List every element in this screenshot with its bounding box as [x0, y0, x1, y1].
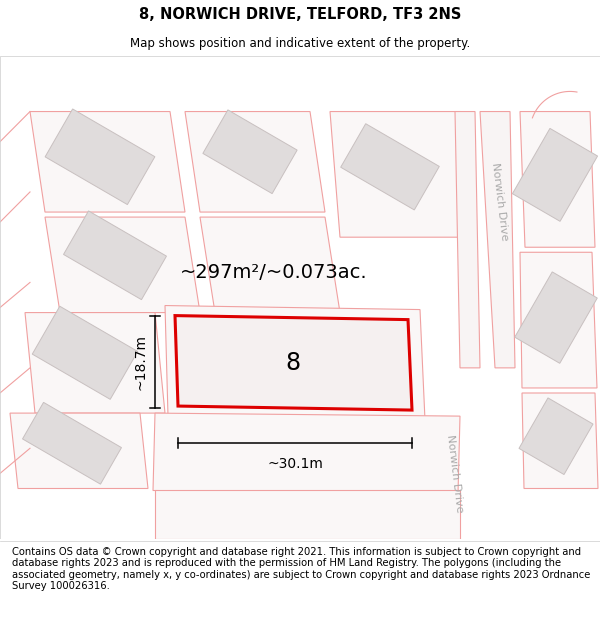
Polygon shape: [45, 217, 200, 312]
Polygon shape: [185, 111, 325, 212]
Polygon shape: [341, 124, 439, 210]
Polygon shape: [153, 413, 460, 494]
Polygon shape: [23, 402, 121, 484]
Polygon shape: [200, 217, 340, 312]
Polygon shape: [25, 312, 165, 413]
Polygon shape: [512, 128, 598, 221]
Text: 8, NORWICH DRIVE, TELFORD, TF3 2NS: 8, NORWICH DRIVE, TELFORD, TF3 2NS: [139, 6, 461, 21]
Polygon shape: [520, 253, 597, 388]
Text: 8: 8: [286, 351, 301, 375]
Polygon shape: [522, 393, 598, 489]
Polygon shape: [520, 111, 595, 248]
Polygon shape: [480, 111, 515, 368]
Text: Contains OS data © Crown copyright and database right 2021. This information is : Contains OS data © Crown copyright and d…: [12, 546, 590, 591]
Polygon shape: [515, 272, 597, 363]
Polygon shape: [64, 211, 166, 299]
Text: Map shows position and indicative extent of the property.: Map shows position and indicative extent…: [130, 38, 470, 51]
Polygon shape: [32, 306, 138, 399]
Polygon shape: [10, 413, 148, 489]
Polygon shape: [330, 111, 470, 237]
Text: Norwich Drive: Norwich Drive: [445, 434, 465, 513]
Text: Norwich Drive: Norwich Drive: [490, 162, 510, 242]
Polygon shape: [455, 111, 480, 368]
Polygon shape: [165, 306, 425, 420]
Polygon shape: [203, 110, 297, 194]
Polygon shape: [175, 316, 412, 410]
Polygon shape: [30, 111, 185, 212]
Text: ~18.7m: ~18.7m: [133, 334, 147, 390]
Polygon shape: [45, 109, 155, 204]
Polygon shape: [155, 491, 460, 539]
Text: ~30.1m: ~30.1m: [267, 458, 323, 471]
Polygon shape: [519, 398, 593, 474]
Text: ~297m²/~0.073ac.: ~297m²/~0.073ac.: [180, 263, 368, 282]
